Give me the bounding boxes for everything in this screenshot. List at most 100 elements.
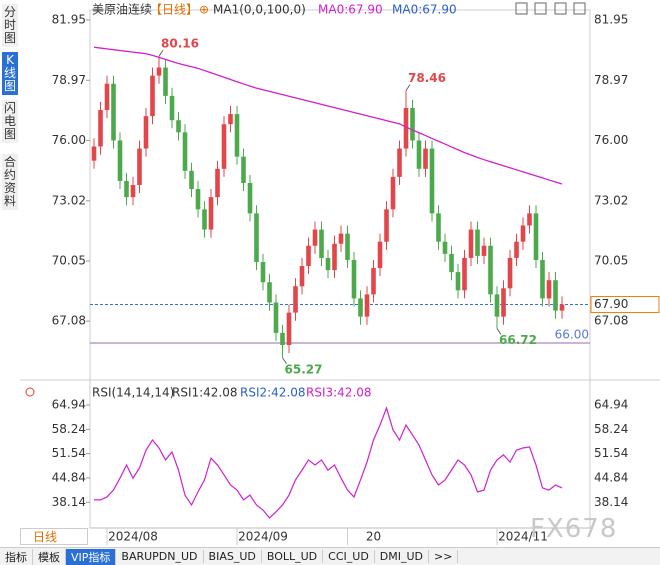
candle-body bbox=[254, 213, 259, 262]
rsi-label: RSI1:42.08 bbox=[172, 386, 238, 400]
tab[interactable]: CCI_UD bbox=[323, 550, 375, 563]
y-tick-label: 38.14 bbox=[52, 495, 86, 509]
y-tick-label: 78.97 bbox=[52, 73, 86, 87]
y-tick-label: 58.24 bbox=[594, 422, 628, 436]
candle-body bbox=[423, 148, 428, 169]
y-tick-label: 38.14 bbox=[594, 495, 628, 509]
extreme-label: 78.46 bbox=[408, 71, 446, 85]
candle-body bbox=[182, 132, 188, 171]
candle-body bbox=[221, 124, 227, 169]
rsi-label: RSI3:42.08 bbox=[306, 386, 372, 400]
watermark: FX678 bbox=[530, 514, 618, 544]
y-tick-label: 76.00 bbox=[52, 133, 86, 147]
y-tick-label: 58.24 bbox=[52, 422, 86, 436]
rsi-title: RSI(14,14,14) bbox=[92, 386, 174, 400]
sidebar-item[interactable]: K线图 bbox=[2, 52, 18, 95]
candle-body bbox=[514, 241, 519, 258]
tab[interactable]: 指标 bbox=[0, 548, 33, 565]
ma-line bbox=[93, 46, 563, 185]
candle-body bbox=[299, 266, 305, 287]
candle-body bbox=[156, 67, 162, 76]
symbol: 美原油连续 bbox=[92, 2, 152, 17]
candle-body bbox=[546, 280, 552, 299]
candle-body bbox=[319, 229, 324, 258]
sidebar-item[interactable]: 合约资料 bbox=[2, 154, 18, 210]
candle-body bbox=[312, 229, 318, 246]
tab[interactable]: VIP指标 bbox=[66, 548, 117, 565]
candle-body bbox=[137, 148, 142, 186]
candle-body bbox=[527, 213, 532, 226]
candle-body bbox=[117, 140, 123, 181]
candle-body bbox=[111, 83, 116, 141]
y-tick-label: 64.94 bbox=[594, 397, 628, 411]
candle-body bbox=[416, 140, 422, 169]
candle-body bbox=[143, 116, 149, 149]
candle-body bbox=[533, 213, 539, 260]
candle-body bbox=[494, 294, 500, 317]
tab[interactable]: >> bbox=[429, 550, 459, 563]
candle-body bbox=[358, 298, 363, 317]
candle-body bbox=[325, 257, 331, 271]
y-tick-label: 70.05 bbox=[594, 253, 628, 267]
y-tick-label: 67.08 bbox=[52, 314, 86, 328]
candle-body bbox=[364, 294, 370, 317]
candle-body bbox=[371, 268, 376, 295]
candle-body bbox=[481, 245, 487, 256]
candle-body bbox=[436, 213, 441, 242]
y-tick-label: 64.94 bbox=[52, 397, 86, 411]
candle-body bbox=[390, 176, 396, 210]
extreme-leader bbox=[405, 84, 411, 91]
add-indicator[interactable]: ⊕ bbox=[199, 3, 209, 17]
candle-body bbox=[247, 182, 253, 214]
candle-body bbox=[462, 257, 467, 291]
candle-body bbox=[215, 168, 220, 198]
candle-body bbox=[280, 332, 285, 346]
tab[interactable]: BARUPDN_UD bbox=[116, 550, 204, 563]
candle-body bbox=[189, 170, 194, 190]
candle-body bbox=[455, 272, 461, 291]
candle-body bbox=[234, 114, 240, 157]
tab[interactable]: DMI_UD bbox=[375, 550, 430, 563]
candle-body bbox=[241, 156, 246, 183]
y-tick-label: 67.08 bbox=[594, 314, 628, 328]
extreme-label: 65.27 bbox=[285, 362, 323, 376]
candle-body bbox=[397, 148, 402, 177]
tab-bar: 指标 模板 VIP指标 BARUPDN_UD BIAS_UD BOLL_UD CCI_UD D… bbox=[0, 547, 660, 565]
x-tick-label: 20 bbox=[366, 530, 381, 544]
candle-body bbox=[202, 209, 207, 230]
candle-body bbox=[195, 189, 201, 210]
candle-body bbox=[559, 304, 565, 311]
ma-name: MA1(0,0,100,0) bbox=[213, 3, 306, 17]
candle-body bbox=[351, 259, 357, 299]
candle-body bbox=[273, 302, 279, 333]
sidebar-item[interactable]: 分时图 bbox=[2, 4, 18, 47]
extreme-leader bbox=[496, 328, 502, 335]
last-price-box bbox=[590, 296, 660, 314]
rsi-icon[interactable] bbox=[25, 387, 35, 397]
y-tick-label: 73.02 bbox=[52, 193, 86, 207]
y-tick-label: 44.84 bbox=[594, 470, 628, 484]
y-tick-label: 81.95 bbox=[52, 12, 86, 26]
candle-body bbox=[130, 185, 136, 198]
candle-body bbox=[501, 288, 506, 317]
y-tick-label: 44.84 bbox=[52, 470, 86, 484]
candle-body bbox=[338, 233, 344, 244]
tab[interactable]: BIAS_UD bbox=[204, 550, 262, 563]
y-tick-label: 51.54 bbox=[594, 446, 628, 460]
tab[interactable]: BOLL_UD bbox=[262, 550, 324, 563]
ma-value: MA0:67.90 bbox=[392, 3, 457, 17]
candle-body bbox=[520, 225, 526, 242]
y-tick-label: 76.00 bbox=[594, 133, 628, 147]
period-button[interactable]: 日线 bbox=[20, 528, 88, 545]
y-tick-label: 73.02 bbox=[594, 193, 628, 207]
sidebar-item[interactable]: 闪电图 bbox=[2, 100, 18, 143]
candle-body bbox=[228, 114, 233, 125]
candle-body bbox=[104, 83, 110, 111]
candle-body bbox=[442, 241, 448, 254]
tab[interactable]: 模板 bbox=[33, 548, 66, 565]
extreme-leader bbox=[282, 357, 287, 365]
y-tick-label: 70.05 bbox=[52, 253, 86, 267]
candle-body bbox=[267, 282, 272, 303]
candle-body bbox=[286, 312, 292, 346]
period[interactable]: 【日线】 bbox=[150, 3, 198, 17]
